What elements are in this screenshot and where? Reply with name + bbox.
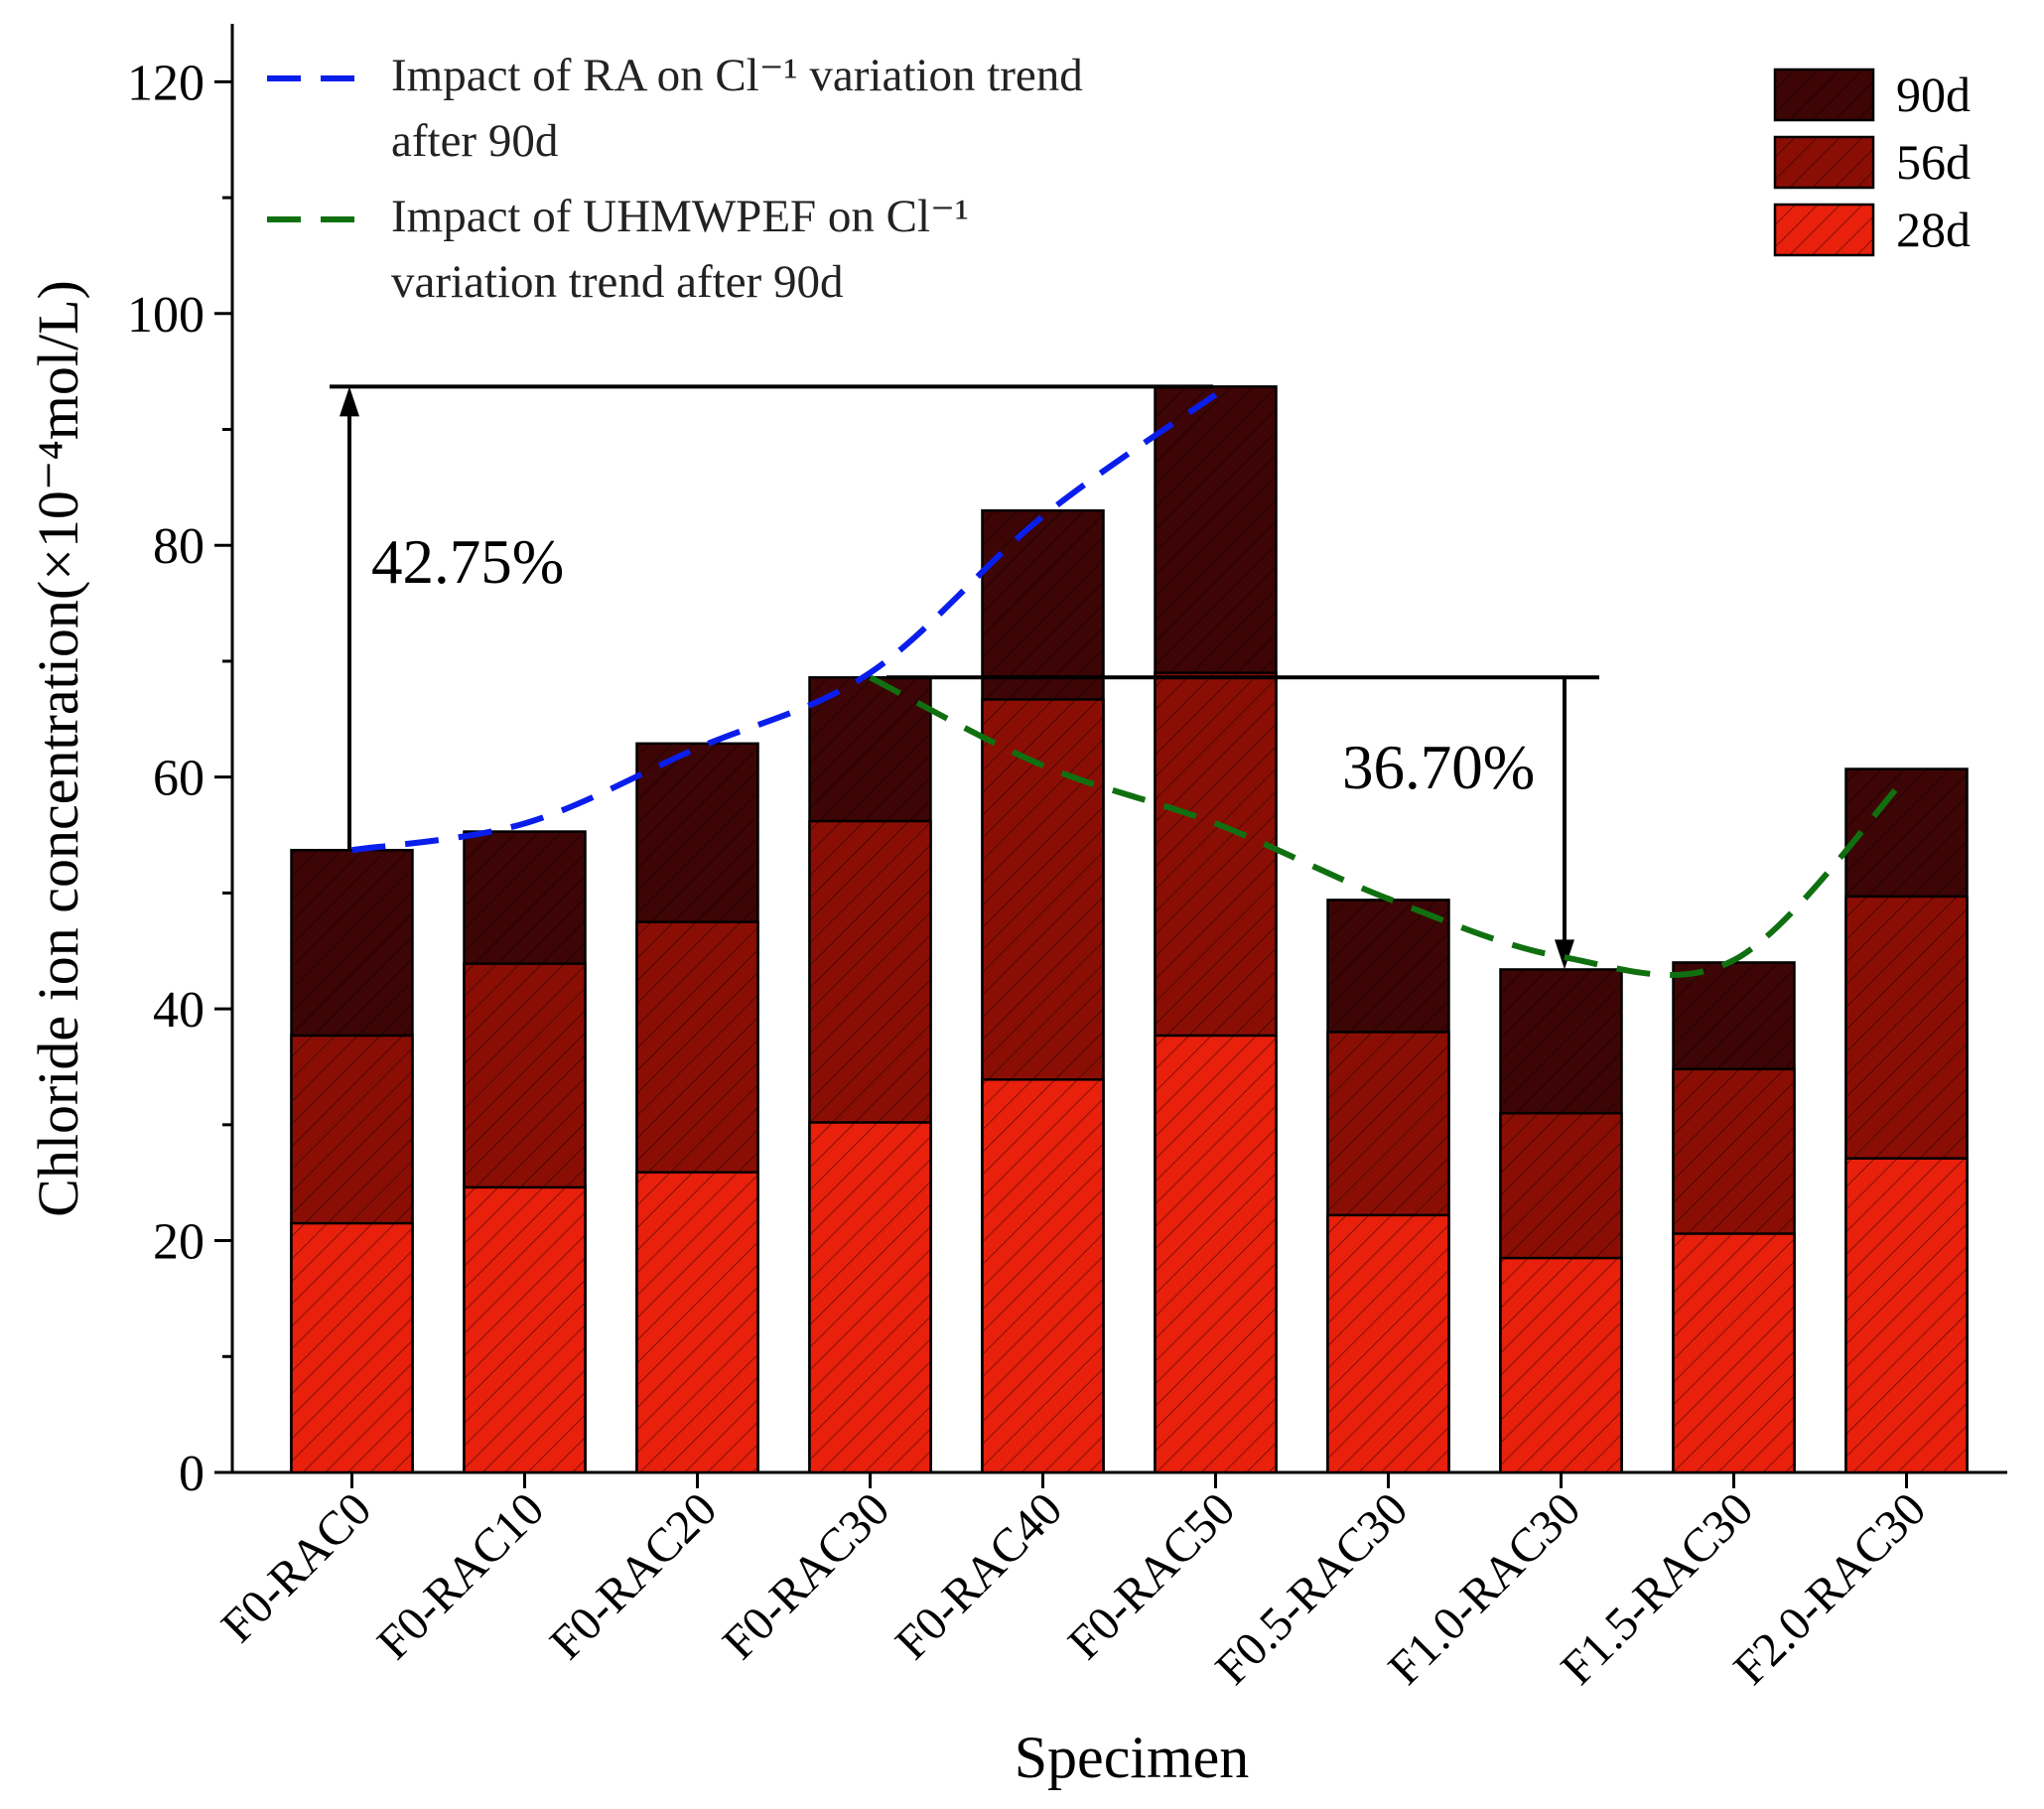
bar	[635, 1171, 759, 1474]
bar	[1326, 1213, 1450, 1474]
y-tick-label: 60	[153, 751, 204, 807]
bar	[1844, 1157, 1969, 1474]
legend-label: 90d	[1896, 67, 1971, 122]
bar-hatch	[808, 1121, 932, 1474]
x-tick-label: F0-RAC10	[367, 1482, 554, 1669]
bar-hatch	[1672, 1232, 1796, 1474]
x-tick-label: F0-RAC0	[211, 1482, 381, 1652]
legend-hatch	[1773, 135, 1875, 190]
legend-label: Impact of UHMWPEF on Cl⁻¹ variation tren…	[391, 191, 969, 308]
bar-hatch	[1154, 1034, 1278, 1474]
annotation: 36.70%	[1342, 733, 1535, 802]
y-tick-label: 0	[179, 1446, 204, 1502]
bar	[1154, 1034, 1278, 1474]
x-tick-label: F0-RAC30	[713, 1482, 899, 1669]
x-tick-label: F0-RAC20	[540, 1482, 727, 1669]
bar-hatch	[1326, 1213, 1450, 1474]
legend-label: Impact of RA on Cl⁻¹ variation trend aft…	[391, 50, 1083, 167]
x-tick-label: F0-RAC40	[886, 1482, 1072, 1669]
arrow-head	[1555, 939, 1574, 970]
legend-hatch	[1773, 68, 1875, 122]
bar	[1672, 1232, 1796, 1474]
bar-hatch	[1499, 1256, 1623, 1474]
y-tick-label: 80	[153, 518, 204, 575]
y-tick-label: 40	[153, 982, 204, 1039]
y-tick-label: 100	[127, 287, 204, 344]
trend-line	[351, 392, 1218, 854]
arrow-head	[340, 386, 359, 417]
legend-hatch	[1773, 203, 1875, 257]
bar	[463, 1185, 587, 1474]
y-tick-label: 120	[127, 55, 204, 111]
bar	[290, 1221, 414, 1474]
trend-line	[869, 674, 1909, 978]
x-tick-label: F0-RAC50	[1058, 1482, 1245, 1669]
annotation: 42.75%	[371, 527, 564, 597]
y-tick-label: 20	[153, 1214, 204, 1271]
x-axis-title: Specimen	[1015, 1725, 1250, 1790]
bar-hatch	[463, 1185, 587, 1474]
legend-label: 56d	[1896, 134, 1971, 190]
bar-hatch	[290, 1221, 414, 1474]
bar-hatch	[1844, 1157, 1969, 1474]
bar	[808, 1121, 932, 1474]
legend-label: 28d	[1896, 202, 1971, 257]
bar-hatch	[981, 1078, 1105, 1474]
y-axis-title: Chloride ion concentration(×10⁻⁴mol/L)	[26, 280, 90, 1217]
bar-hatch	[635, 1171, 759, 1474]
bar	[981, 1078, 1105, 1474]
bar	[1499, 1256, 1623, 1474]
